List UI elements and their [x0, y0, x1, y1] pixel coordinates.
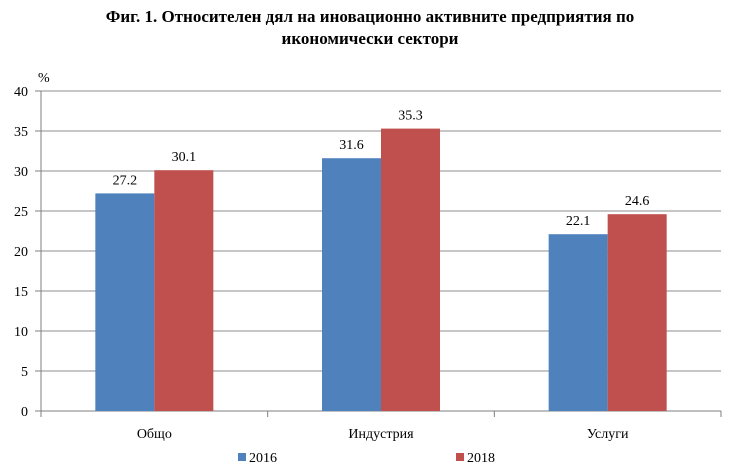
y-tick-label: 25: [14, 205, 28, 220]
legend-swatch-2018: [456, 453, 464, 461]
legend-label-2018: 2018: [467, 451, 495, 466]
y-tick-label: 20: [14, 245, 28, 260]
bar-2018-0: [154, 170, 214, 411]
bar-value-label: 31.6: [339, 138, 364, 153]
bar-2018-2: [607, 214, 667, 411]
bar-value-label: 30.1: [172, 150, 197, 165]
bar-value-label: 35.3: [398, 109, 423, 124]
y-tick-label: 35: [14, 125, 28, 140]
x-tick-label: Индустрия: [348, 427, 414, 442]
bar-value-label: 24.6: [625, 194, 650, 209]
y-tick-label: 40: [14, 85, 28, 100]
y-tick-label: 30: [14, 165, 28, 180]
chart-title: Фиг. 1. Относителен дял на иновационно а…: [0, 6, 740, 50]
legend-label-2016: 2016: [249, 451, 277, 466]
bar-value-label: 22.1: [566, 214, 591, 229]
y-tick-label: 0: [21, 405, 28, 420]
bar-value-label: 27.2: [113, 173, 138, 188]
bar-2016-1: [322, 158, 381, 411]
y-axis-label: %: [38, 71, 50, 86]
bar-value-labels: 27.2 30.1 31.6 35.3 22.1 24.6: [113, 109, 650, 230]
chart-title-line-1: Фиг. 1. Относителен дял на иновационно а…: [105, 7, 635, 26]
bars: [95, 128, 667, 411]
bar-2018-1: [381, 128, 440, 411]
y-tick-label: 15: [14, 285, 28, 300]
x-tick-labels: Общо Индустрия Услуги: [40, 411, 722, 442]
y-tick-label: 10: [14, 325, 28, 340]
chart-title-line-2: икономически сектори: [281, 29, 459, 48]
legend: 2016 2018: [238, 451, 495, 466]
y-tick-labels: 0 5 10 15 20 25 30 35 40: [14, 85, 41, 420]
legend-swatch-2016: [238, 453, 246, 461]
x-tick-label: Общо: [137, 427, 172, 442]
bar-2016-0: [95, 193, 155, 411]
y-tick-label: 5: [21, 365, 28, 380]
x-tick-label: Услуги: [587, 427, 629, 442]
bar-2016-2: [548, 234, 608, 411]
